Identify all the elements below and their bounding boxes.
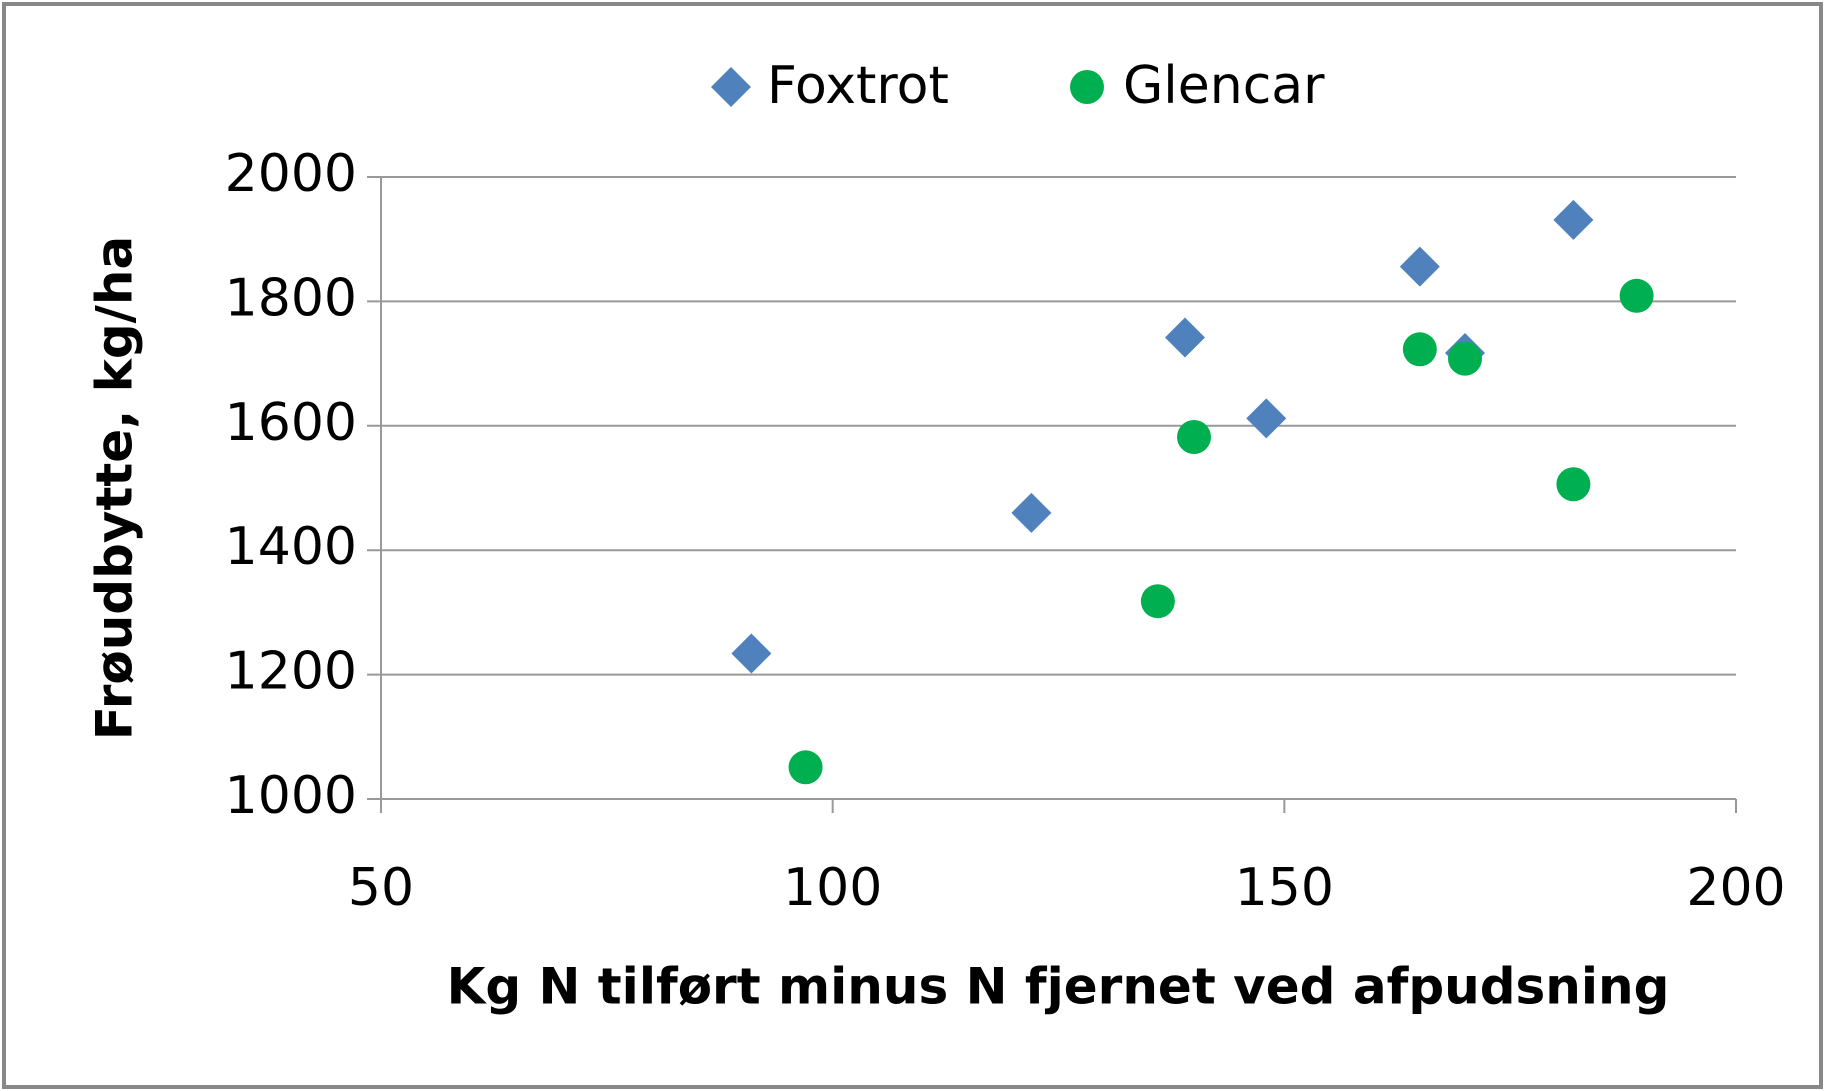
point	[1402, 332, 1437, 367]
y-tick-label: 1600	[225, 393, 357, 453]
point	[1556, 467, 1591, 502]
point	[1011, 492, 1052, 533]
legend-marker	[1070, 70, 1104, 104]
point	[1553, 199, 1594, 240]
x-tick-label: 150	[1235, 858, 1334, 918]
y-axis-title: Frøudbytte, kg/ha	[86, 236, 144, 741]
point	[1140, 584, 1175, 619]
x-tick-label: 50	[348, 858, 414, 918]
point	[1246, 398, 1287, 439]
y-tick-label: 2000	[225, 144, 357, 204]
legend-label: Foxtrot	[767, 56, 949, 116]
point	[1448, 341, 1482, 376]
point	[1164, 317, 1205, 358]
point	[788, 750, 823, 785]
x-axis-title: Kg N tilført minus N fjernet ved afpudsn…	[447, 958, 1670, 1016]
y-tick-label: 1200	[225, 642, 357, 702]
x-tick-label: 200	[1686, 858, 1785, 918]
point	[1399, 246, 1440, 287]
y-tick-label: 1400	[225, 517, 357, 577]
point	[731, 633, 772, 674]
point	[1619, 278, 1654, 313]
x-tick-label: 100	[783, 858, 882, 918]
legend-marker	[711, 67, 751, 107]
legend-label: Glencar	[1123, 56, 1325, 116]
y-tick-label: 1000	[225, 766, 357, 826]
y-tick-label: 1800	[225, 268, 357, 328]
point	[1177, 419, 1211, 454]
